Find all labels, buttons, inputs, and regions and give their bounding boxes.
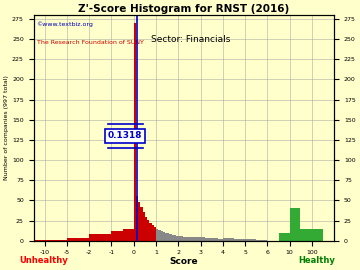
Bar	[245, 239, 256, 241]
Bar	[192, 238, 196, 241]
Bar	[201, 238, 205, 241]
Bar	[45, 240, 67, 241]
Bar	[152, 225, 154, 241]
Bar	[145, 217, 147, 241]
Bar	[210, 238, 214, 241]
Bar	[154, 227, 156, 241]
Text: ©www.textbiz.org: ©www.textbiz.org	[37, 22, 94, 27]
Bar	[140, 207, 143, 241]
Bar	[136, 196, 138, 241]
Bar	[156, 229, 158, 241]
Bar	[196, 238, 201, 241]
Bar	[172, 235, 174, 241]
Bar	[161, 231, 163, 241]
Bar	[67, 238, 89, 241]
Bar	[123, 229, 134, 241]
Bar	[300, 229, 323, 241]
Bar	[174, 235, 176, 241]
Bar	[147, 220, 149, 241]
Bar	[279, 233, 290, 241]
Bar	[158, 230, 161, 241]
Text: Unhealthy: Unhealthy	[19, 256, 68, 265]
Bar	[219, 239, 223, 241]
Bar	[170, 234, 172, 241]
Bar	[112, 231, 123, 241]
Bar	[178, 236, 183, 241]
Text: Healthy: Healthy	[298, 256, 335, 265]
Bar	[143, 212, 145, 241]
Bar	[33, 240, 45, 241]
Bar	[234, 239, 245, 241]
Bar	[163, 232, 165, 241]
Bar	[214, 238, 219, 241]
Text: 0.1318: 0.1318	[108, 131, 142, 140]
Bar	[290, 208, 300, 241]
Bar	[205, 238, 210, 241]
X-axis label: Score: Score	[170, 257, 198, 266]
Bar	[134, 23, 136, 241]
Y-axis label: Number of companies (997 total): Number of companies (997 total)	[4, 75, 9, 180]
Bar	[223, 238, 234, 241]
Bar	[183, 237, 187, 241]
Text: Sector: Financials: Sector: Financials	[151, 35, 230, 44]
Bar	[167, 234, 170, 241]
Text: The Research Foundation of SUNY: The Research Foundation of SUNY	[37, 40, 143, 45]
Bar	[187, 237, 192, 241]
Bar	[176, 236, 178, 241]
Bar	[256, 240, 267, 241]
Bar	[165, 233, 167, 241]
Title: Z'-Score Histogram for RNST (2016): Z'-Score Histogram for RNST (2016)	[78, 4, 289, 14]
Bar	[149, 223, 152, 241]
Bar	[89, 234, 112, 241]
Bar	[138, 202, 140, 241]
